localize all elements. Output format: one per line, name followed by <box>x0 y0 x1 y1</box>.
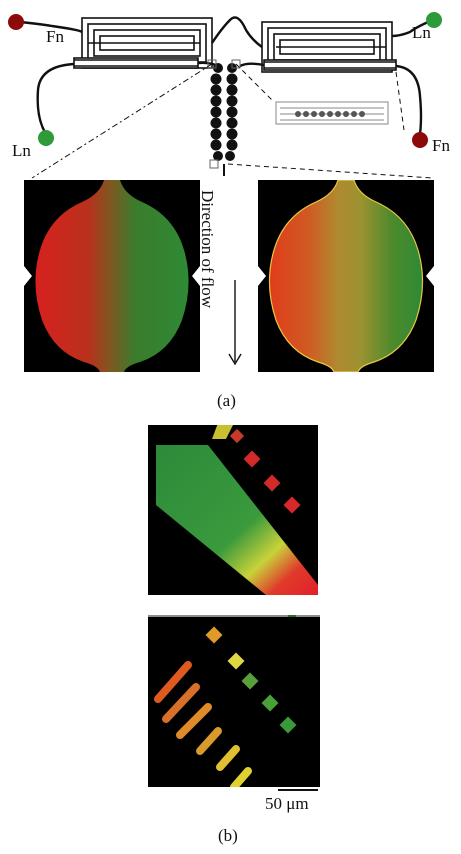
chamber-micrograph-right <box>258 180 434 372</box>
micropattern-image-bottom <box>148 615 320 787</box>
micropattern-image-top <box>148 425 318 595</box>
ln-label-right: Ln <box>412 23 431 42</box>
left-serpentine-mixer <box>73 17 213 69</box>
ln-reservoir-right <box>426 12 442 28</box>
panel-label-a: (a) <box>217 391 236 410</box>
right-serpentine-mixer <box>261 21 397 73</box>
ln-reservoir-left <box>38 130 54 146</box>
inlet-channels <box>19 16 429 135</box>
fn-label-right: Fn <box>432 136 450 155</box>
fn-label-left: Fn <box>46 27 64 46</box>
scale-bar <box>278 789 318 791</box>
inset-chambers <box>295 111 365 117</box>
fn-reservoir-right <box>412 132 428 148</box>
ln-label-left: Ln <box>12 141 31 160</box>
zoom-lines <box>31 63 213 179</box>
scale-bar-label: 50 μm <box>265 794 309 813</box>
chamber-chain <box>210 63 238 161</box>
microfluidic-device-schematic <box>8 12 442 179</box>
chamber-micrograph-left <box>24 180 200 372</box>
flow-arrow <box>228 280 242 366</box>
fn-reservoir-left <box>8 14 24 30</box>
panel-label-b: (b) <box>218 826 238 845</box>
